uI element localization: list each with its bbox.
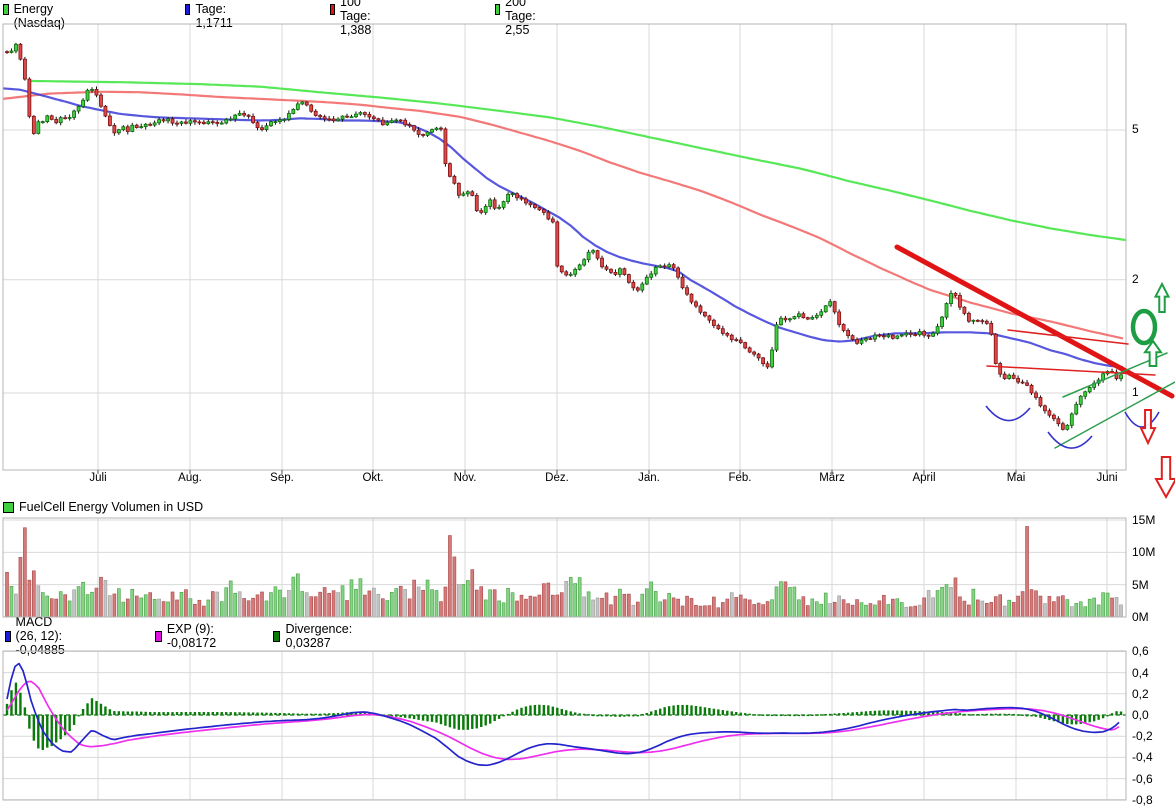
x-axis-month-label: Feb.	[728, 472, 752, 484]
resistance-line-upper	[1007, 329, 1129, 345]
volume-legend: FuelCell Energy Volumen in USD	[3, 500, 203, 514]
highlight-circle	[1130, 308, 1158, 346]
volume-axis-label: 15M	[1132, 512, 1156, 527]
hand-drawn-arc-3	[1124, 411, 1160, 428]
macd-axis-label: 0,0	[1132, 708, 1149, 722]
volume-axis-label: 5M	[1132, 577, 1149, 592]
x-axis-month-label: Juni	[1096, 472, 1118, 484]
downtrend-line	[894, 244, 1175, 399]
exp-value-label: EXP (9): -0,08172	[166, 622, 217, 650]
legend-item-gd38: GD 38 Tage: 1,1711	[185, 0, 238, 30]
price-axis-label: 1	[1132, 385, 1139, 399]
x-axis-month-label: Dez.	[545, 472, 569, 484]
macd-axis-label: -0,4	[1132, 750, 1153, 765]
price-axis-label: 2	[1132, 271, 1139, 286]
gd100-swatch-icon	[330, 3, 335, 15]
x-axis-month-label: Okt.	[362, 472, 384, 484]
legend-item-macd: MACD (26, 12): -0,04885	[5, 615, 70, 657]
legend-item-exp: EXP (9): -0,08172	[155, 622, 220, 650]
macd-value-label: MACD (26, 12): -0,04885	[15, 615, 65, 657]
instrument-swatch-icon	[3, 3, 9, 15]
legend-item-instrument: FuelCell Energy (Nasdaq)	[3, 0, 70, 30]
buy-arrow-up-icon-1	[1153, 281, 1171, 313]
macd-axis-label: -0,8	[1132, 792, 1153, 807]
instrument-label: FuelCell Energy (Nasdaq)	[13, 0, 65, 30]
x-axis-month-label: Mai	[1006, 472, 1026, 484]
x-axis-month-label: Juli	[89, 472, 107, 484]
macd-axis-label: -0,2	[1132, 729, 1153, 744]
gd200-swatch-icon	[495, 3, 501, 15]
volume-axis-label: 0M	[1132, 610, 1149, 624]
legend-item-gd100: GD 100 Tage: 1,388	[330, 0, 377, 37]
hand-drawn-arc-1	[985, 405, 1031, 422]
gd38-label: GD 38 Tage: 1,1711	[195, 0, 233, 30]
macd-axis-label: 0,4	[1132, 665, 1149, 680]
x-axis-month-label: Nov.	[453, 472, 477, 484]
macd-swatch-icon	[5, 630, 11, 642]
macd-axis-label: 0,6	[1132, 644, 1149, 659]
x-axis-month-label: Sep.	[270, 472, 294, 484]
divergence-value-label: Divergence: 0,03287	[285, 622, 353, 650]
price-axis-label: 5	[1132, 122, 1139, 137]
volume-axis-label: 10M	[1132, 545, 1156, 560]
x-axis-month-label: Jan.	[638, 472, 660, 484]
x-axis-month-label: April	[912, 472, 936, 484]
divergence-swatch-icon	[273, 630, 281, 642]
x-axis-month-label: Aug.	[178, 472, 202, 484]
volume-label: FuelCell Energy Volumen in USD	[19, 500, 204, 514]
buy-arrow-up-icon-2	[1143, 339, 1163, 367]
exp-swatch-icon	[155, 630, 162, 642]
gd200-label: GD 200 Tage: 2,55	[505, 0, 536, 37]
support-line-lower	[1054, 381, 1175, 449]
x-axis-month-label: März	[819, 472, 845, 484]
gd38-swatch-icon	[185, 3, 191, 15]
macd-axis-label: -0,6	[1132, 771, 1153, 786]
volume-swatch-icon	[3, 501, 14, 513]
legend-item-divergence: Divergence: 0,03287	[273, 622, 356, 650]
sell-arrow-down-icon-3	[1139, 409, 1157, 446]
legend-item-volume: FuelCell Energy Volumen in USD	[3, 500, 203, 514]
gd100-label: GD 100 Tage: 1,388	[340, 0, 372, 37]
sell-arrow-down-icon-4	[1154, 456, 1175, 500]
resistance-line-lower	[986, 365, 1156, 376]
legend-item-gd200: GD 200 Tage: 2,55	[495, 0, 542, 37]
macd-axis-label: 0,2	[1132, 686, 1149, 701]
hand-drawn-arc-2	[1047, 431, 1093, 449]
